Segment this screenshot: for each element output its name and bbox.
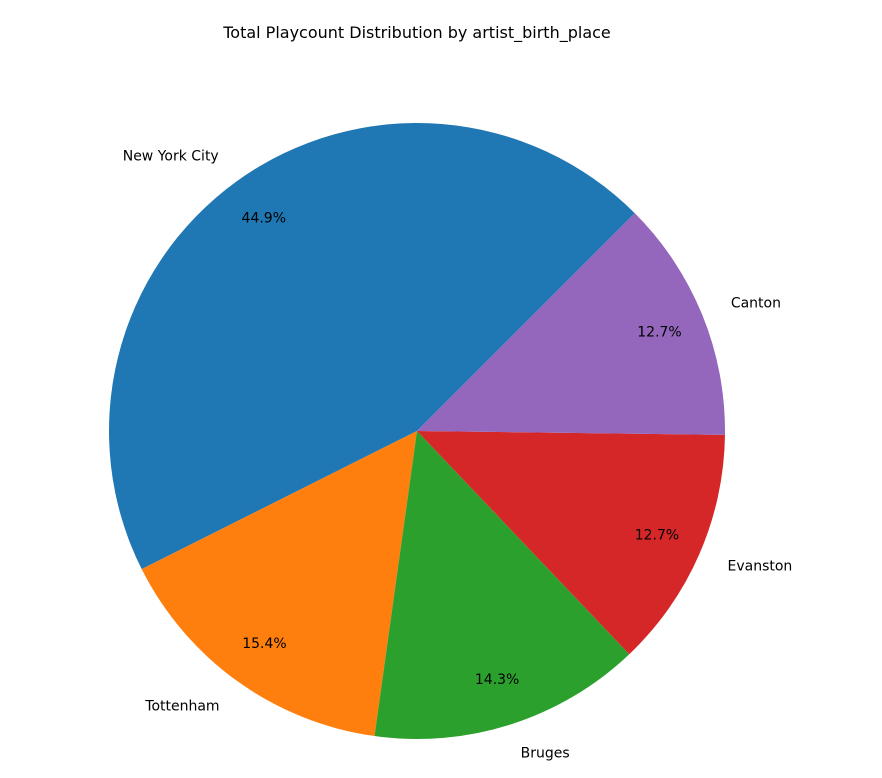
chart-title: Total Playcount Distribution by artist_b… (222, 23, 611, 43)
pie-slice-canton (417, 213, 725, 435)
slice-label-canton: Canton (731, 295, 781, 311)
pie-labels: New York City 44.9% Tottenham 15.4% Bruges 14… (123, 148, 793, 761)
pie-slice-bruges (374, 431, 630, 740)
percent-label-bruges: 14.3% (475, 672, 519, 688)
slice-label-evanston: Evanston (728, 559, 793, 575)
pie-slices (108, 122, 725, 740)
slice-label-new-york-city: New York City (123, 148, 219, 164)
percent-label-evanston: 12.7% (635, 528, 679, 544)
pie-slice-tottenham (141, 431, 417, 737)
pie-slice-evanston (417, 431, 725, 655)
slice-label-bruges: Bruges (521, 746, 570, 762)
percent-label-new-york-city: 44.9% (242, 211, 286, 227)
percent-label-tottenham: 15.4% (242, 636, 286, 652)
percent-label-canton: 12.7% (637, 324, 681, 340)
slice-label-tottenham: Tottenham (144, 698, 219, 714)
pie-slice-new-york-city (108, 122, 635, 570)
